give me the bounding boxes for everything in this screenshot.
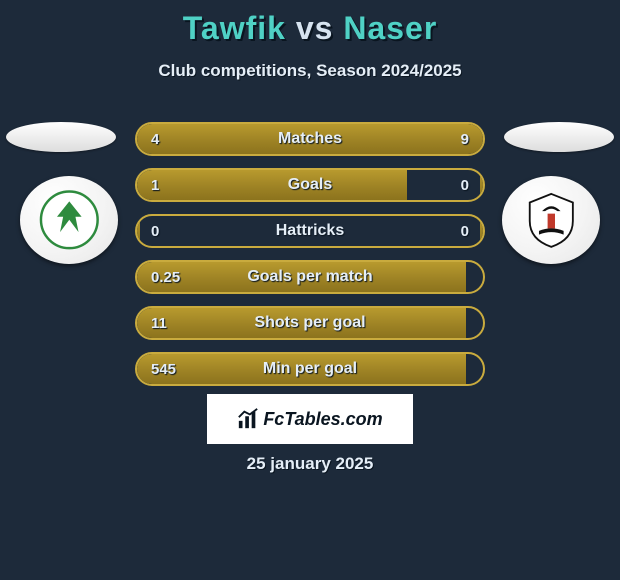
stat-bar-row: 4Matches9 bbox=[135, 122, 485, 156]
al-masry-badge-icon bbox=[35, 189, 104, 251]
bar-value-right: 9 bbox=[461, 124, 469, 154]
right-club-crest bbox=[502, 176, 600, 264]
stat-bar-row: 0Hattricks0 bbox=[135, 214, 485, 248]
stat-bar-row: 1Goals0 bbox=[135, 168, 485, 202]
season-subtitle: Club competitions, Season 2024/2025 bbox=[0, 61, 620, 81]
bar-label: Goals bbox=[137, 170, 483, 200]
right-disc-decoration bbox=[504, 122, 614, 152]
bar-value-right: 0 bbox=[461, 170, 469, 200]
stat-bar-row: 11Shots per goal bbox=[135, 306, 485, 340]
bar-label: Hattricks bbox=[137, 216, 483, 246]
enppi-badge-icon bbox=[517, 189, 586, 251]
snapshot-date: 25 january 2025 bbox=[0, 454, 620, 474]
left-disc-decoration bbox=[6, 122, 116, 152]
bar-label: Matches bbox=[137, 124, 483, 154]
player2-name: Naser bbox=[343, 10, 437, 46]
vs-text: vs bbox=[296, 10, 334, 46]
left-club-crest bbox=[20, 176, 118, 264]
bar-label: Shots per goal bbox=[137, 308, 483, 338]
comparison-title: Tawfik vs Naser bbox=[0, 0, 620, 47]
stat-bar-row: 0.25Goals per match bbox=[135, 260, 485, 294]
stat-bars-container: 4Matches91Goals00Hattricks00.25Goals per… bbox=[135, 122, 485, 398]
bar-label: Min per goal bbox=[137, 354, 483, 384]
bar-label: Goals per match bbox=[137, 262, 483, 292]
player1-name: Tawfik bbox=[183, 10, 286, 46]
bar-value-right: 0 bbox=[461, 216, 469, 246]
fctables-watermark: FcTables.com bbox=[207, 394, 413, 444]
chart-icon bbox=[237, 408, 259, 430]
watermark-text: FcTables.com bbox=[263, 409, 382, 430]
stat-bar-row: 545Min per goal bbox=[135, 352, 485, 386]
